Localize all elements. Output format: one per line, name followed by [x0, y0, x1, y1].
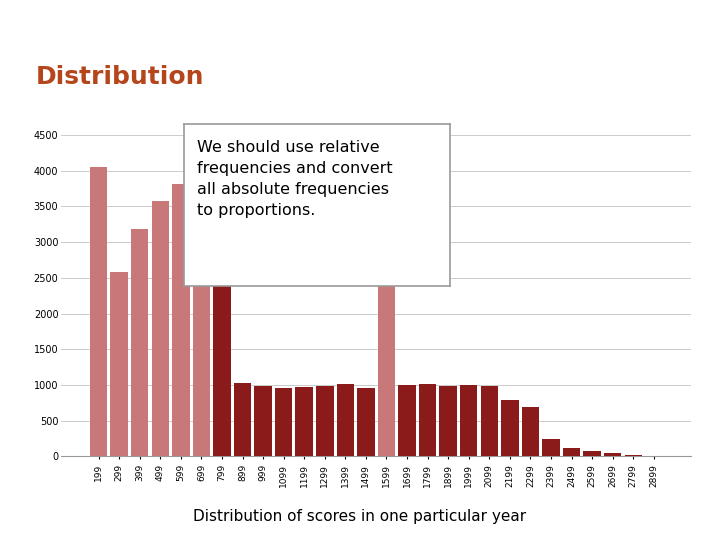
- Bar: [234, 383, 251, 456]
- Bar: [90, 167, 107, 456]
- Bar: [583, 451, 601, 456]
- Text: Distribution: Distribution: [36, 65, 204, 89]
- Bar: [337, 384, 354, 456]
- Bar: [563, 448, 580, 456]
- Bar: [172, 184, 189, 456]
- Bar: [522, 407, 539, 456]
- Text: Distribution of scores in one particular year: Distribution of scores in one particular…: [194, 509, 526, 524]
- Bar: [398, 385, 415, 456]
- Bar: [624, 455, 642, 456]
- Bar: [357, 388, 374, 456]
- Bar: [213, 182, 230, 456]
- Bar: [501, 400, 518, 456]
- Bar: [110, 272, 128, 456]
- Bar: [254, 386, 272, 456]
- Bar: [439, 386, 457, 456]
- Bar: [542, 439, 559, 456]
- Bar: [131, 230, 148, 456]
- Bar: [378, 200, 395, 456]
- Bar: [295, 387, 313, 456]
- Bar: [193, 172, 210, 456]
- Bar: [460, 385, 477, 456]
- Bar: [419, 384, 436, 456]
- Bar: [604, 454, 621, 456]
- Text: We should use relative
frequencies and convert
all absolute frequencies
to propo: We should use relative frequencies and c…: [197, 140, 392, 218]
- Bar: [316, 386, 333, 456]
- Bar: [275, 388, 292, 456]
- Bar: [151, 201, 169, 456]
- Bar: [480, 386, 498, 456]
